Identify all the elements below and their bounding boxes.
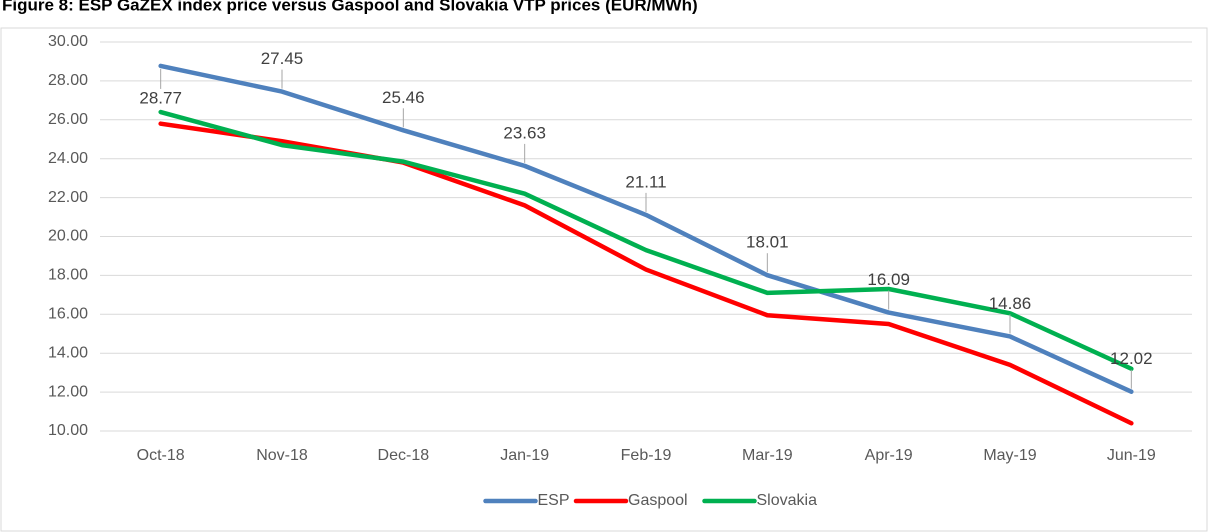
data-label: 27.45 [261,49,304,68]
x-tick-label: Mar-19 [742,447,793,464]
data-label: 18.01 [746,233,789,252]
data-label: 12.02 [1110,349,1153,368]
x-tick-label: Nov-18 [256,447,308,464]
data-label: 14.86 [989,294,1032,313]
x-tick-label: May-19 [983,447,1036,464]
y-tick-label: 12.00 [48,383,88,400]
chart-title: Figure 8: ESP GaZEX index price versus G… [2,0,698,14]
data-label: 16.09 [867,270,910,289]
y-tick-label: 16.00 [48,306,88,323]
y-tick-label: 22.00 [48,189,88,206]
data-label: 28.77 [139,88,182,107]
series-line [158,109,1134,372]
x-tick-label: Feb-19 [621,447,672,464]
y-tick-label: 26.00 [48,111,88,128]
y-tick-label: 10.00 [48,422,88,439]
x-tick-label: Jun-19 [1107,447,1156,464]
y-tick-label: 24.00 [48,150,88,167]
chart-border [0,27,1208,532]
y-tick-label: 28.00 [48,72,88,89]
y-tick-label: 14.00 [48,344,88,361]
x-tick-label: Dec-18 [378,447,430,464]
legend-label: Gaspool [628,492,688,509]
x-tick-label: Jan-19 [500,447,549,464]
legend-label: Slovakia [757,492,818,509]
x-tick-label: Apr-19 [865,447,913,464]
series-line [158,63,1134,394]
legend-label: ESP [538,492,570,509]
y-tick-label: 18.00 [48,267,88,284]
data-label: 21.11 [625,172,666,191]
data-label: 25.46 [382,88,425,107]
y-tick-label: 20.00 [48,228,88,245]
x-tick-label: Oct-18 [137,447,185,464]
y-tick-label: 30.00 [48,33,88,50]
data-label: 23.63 [503,123,546,142]
